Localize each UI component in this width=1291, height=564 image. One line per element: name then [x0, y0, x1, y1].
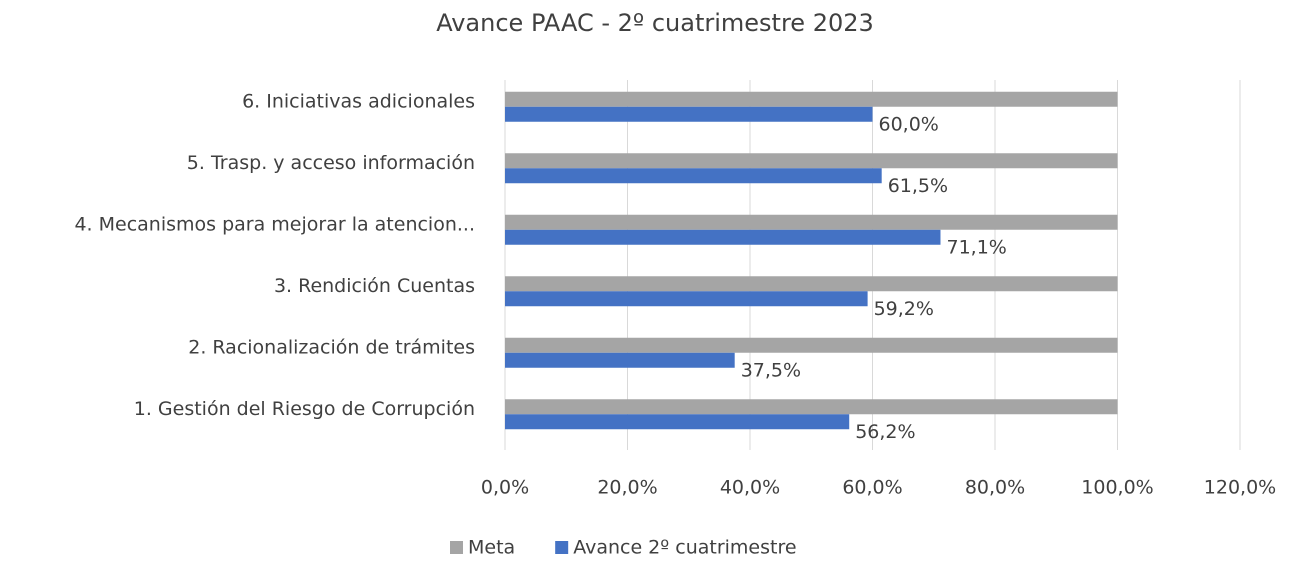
data-label: 59,2% [874, 298, 934, 320]
bar [505, 291, 868, 307]
y-tick-label: 5. Trasp. y acceso información [187, 152, 475, 174]
x-tick-label: 20,0% [597, 477, 657, 499]
x-tick-label: 0,0% [481, 477, 529, 499]
bar [505, 352, 735, 368]
legend-swatch [555, 541, 569, 554]
legend-label: Meta [468, 537, 515, 559]
bar [505, 229, 941, 245]
bar [505, 153, 1118, 169]
bar [505, 214, 1118, 230]
y-tick-label: 4. Mecanismos para mejorar la atencion..… [74, 213, 475, 235]
y-tick-label: 6. Iniciativas adicionales [242, 90, 475, 112]
chart-title: Avance PAAC - 2º cuatrimestre 2023 [436, 9, 874, 37]
data-label: 61,5% [888, 175, 948, 197]
bar [505, 414, 850, 430]
bar [505, 168, 882, 184]
x-tick-label: 60,0% [842, 477, 902, 499]
bar [505, 106, 873, 122]
y-tick-label: 2. Racionalización de trámites [188, 336, 475, 358]
bar [505, 276, 1118, 292]
y-tick-label: 1. Gestión del Riesgo de Corrupción [134, 398, 475, 420]
y-tick-label: 3. Rendición Cuentas [274, 275, 475, 297]
x-tick-label: 80,0% [965, 477, 1025, 499]
legend-swatch [450, 541, 463, 554]
bar [505, 91, 1118, 107]
data-label: 71,1% [946, 236, 1006, 258]
x-tick-label: 100,0% [1081, 477, 1153, 499]
legend-label: Avance 2º cuatrimestre [573, 537, 796, 559]
bar [505, 399, 1118, 415]
x-tick-label: 120,0% [1204, 477, 1276, 499]
data-label: 37,5% [741, 359, 801, 381]
data-label: 60,0% [879, 113, 939, 135]
data-label: 56,2% [855, 421, 915, 443]
bar [505, 337, 1118, 353]
x-tick-label: 40,0% [720, 477, 780, 499]
